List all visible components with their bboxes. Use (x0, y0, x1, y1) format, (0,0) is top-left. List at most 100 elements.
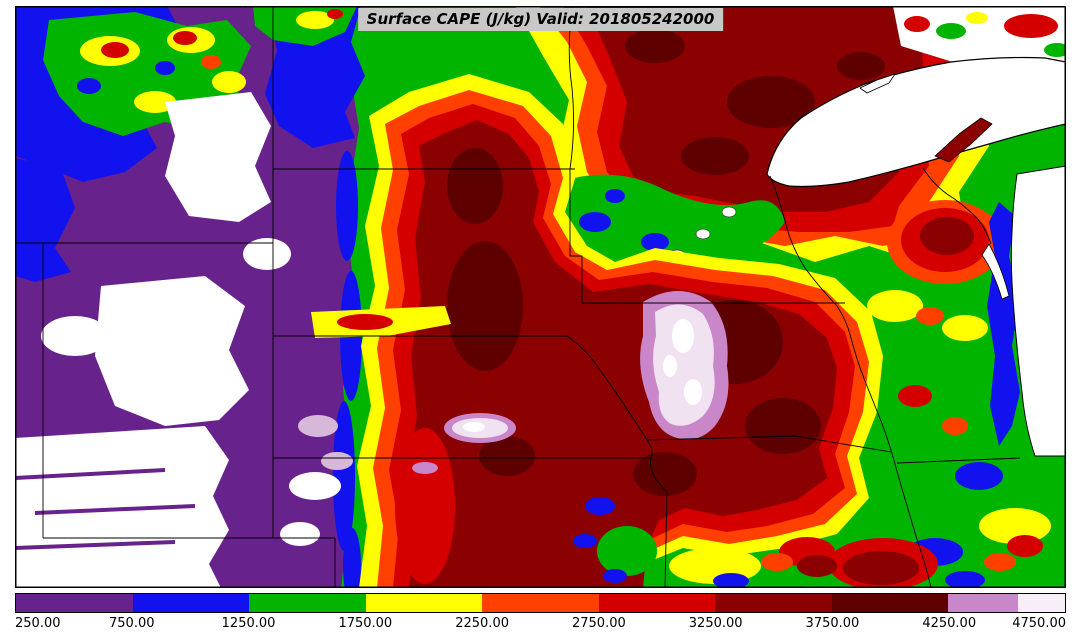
contour-fill (713, 573, 749, 588)
colorbar-tick-label: 4250.00 (922, 616, 977, 631)
contour-fill (837, 52, 885, 80)
contour-fill (1004, 14, 1058, 38)
contour-fill (625, 29, 685, 63)
contour-fill (165, 92, 271, 222)
contour-fill (898, 385, 932, 407)
contour-fill (797, 555, 837, 577)
contour-fill (447, 148, 503, 224)
contour-fill (77, 78, 101, 94)
colorbar-tick-label: 250.00 (15, 616, 61, 631)
contour-fill (984, 553, 1016, 571)
state-border-wi-il (896, 457, 1021, 464)
colorbar-segment (598, 594, 716, 612)
colorbar-tick-label: 2250.00 (455, 616, 509, 631)
colorbar-segment (1018, 594, 1065, 612)
contour-fill (761, 553, 793, 571)
colorbar-tick-label: 3750.00 (805, 616, 860, 631)
map-border (15, 6, 1066, 588)
green-bay (981, 243, 1010, 300)
contour-fill (155, 61, 175, 75)
colorbar-segment (831, 594, 949, 612)
map-area: Surface CAPE (J/kg) Valid: 201805242000 (15, 6, 1066, 588)
contour-fill (672, 319, 694, 353)
mn-lakelet (721, 206, 737, 218)
colorbar-segment (249, 594, 366, 612)
colorbar-segment (132, 594, 250, 612)
contour-fill (904, 16, 930, 32)
contour-fill (173, 31, 197, 45)
contour-fill (942, 315, 988, 341)
lake-michigan (1010, 165, 1066, 457)
contour-fill (867, 290, 923, 322)
mississippi-river (769, 175, 932, 588)
contour-fill (597, 526, 657, 576)
contour-fill (447, 241, 523, 371)
map-title: Surface CAPE (J/kg) Valid: 201805242000 (357, 8, 724, 31)
lake-superior (766, 56, 1066, 188)
contour-fill (945, 571, 985, 588)
contour-fill (280, 522, 320, 546)
contour-fill (298, 415, 338, 437)
colorbar-tick-label: 1250.00 (221, 616, 276, 631)
colorbar-segment (715, 594, 832, 612)
contour-fill (955, 462, 1003, 490)
contour-fill (916, 307, 944, 325)
contour-fill (603, 569, 627, 583)
contour-fill (201, 55, 221, 69)
contour-fill (920, 217, 974, 255)
contour-fill (243, 238, 291, 270)
contour-fill (663, 355, 677, 377)
contour-fill (573, 534, 597, 548)
colorbar-segment (948, 594, 1019, 612)
mn-lakelet (695, 228, 711, 240)
contour-fill (327, 9, 343, 19)
contour-fill (641, 233, 669, 251)
contour-fill (35, 504, 195, 515)
contour-fill (95, 276, 249, 426)
contour-fill (15, 540, 175, 550)
colorbar-tick-label: 2750.00 (571, 616, 626, 631)
colorbar-segment (482, 594, 599, 612)
contour-fill (333, 401, 355, 551)
colorbar-tick-label: 4750.00 (1012, 616, 1066, 631)
contour-fill (321, 452, 353, 470)
contour-fill (212, 71, 246, 93)
colorbar (15, 593, 1066, 613)
contour-fill (684, 379, 702, 405)
contour-fill (745, 398, 821, 454)
state-border-ks-mo (664, 492, 668, 588)
state-border-mn-west (568, 6, 583, 303)
contour-fill (585, 497, 615, 515)
contour-fill (15, 426, 229, 588)
contour-fill (727, 76, 815, 128)
contour-fill (41, 316, 109, 356)
cape-fill-blue (15, 158, 75, 282)
colorbar-tick-label: 750.00 (109, 616, 155, 631)
contour-fill (681, 137, 749, 175)
contour-fill (395, 428, 455, 584)
colorbar-tick-label: 3250.00 (688, 616, 743, 631)
contour-fill (296, 11, 334, 29)
colorbar-ticks: 250.00 750.00 1250.00 1750.00 2250.00 2750.00… (15, 616, 1066, 632)
contour-fill (1007, 535, 1043, 557)
keweenaw-peninsula (934, 117, 993, 163)
contour-fill (134, 91, 176, 113)
contour-fill (337, 314, 393, 330)
contour-fill (101, 42, 129, 58)
contour-fill (966, 12, 988, 24)
contour-fill (605, 189, 625, 203)
contour-fill (979, 508, 1051, 544)
contour-fill (463, 422, 485, 432)
contour-fill (336, 151, 358, 261)
contour-fill (1044, 43, 1066, 57)
colorbar-segment (16, 594, 133, 612)
contour-fill (412, 462, 438, 474)
contour-fill (289, 472, 341, 500)
contour-fill (579, 212, 611, 232)
state-border-wi-mi (922, 167, 992, 245)
cape-map-svg (15, 6, 1066, 588)
contour-fill (936, 23, 966, 39)
contour-fill (633, 452, 697, 496)
contour-fill (479, 436, 535, 476)
contour-fill (15, 468, 165, 480)
